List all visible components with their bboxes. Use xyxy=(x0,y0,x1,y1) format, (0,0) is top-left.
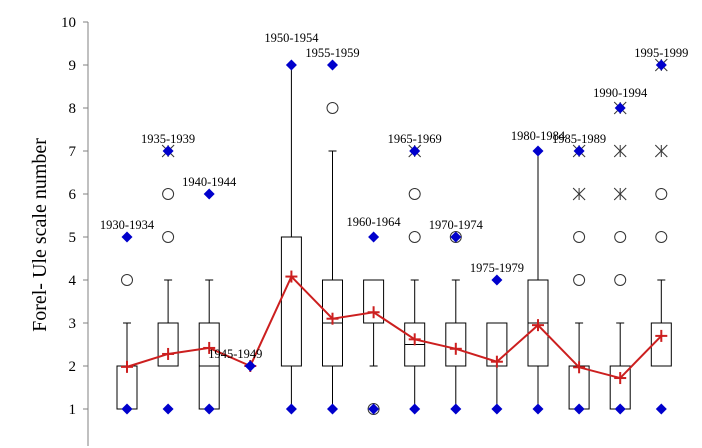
minimum-diamond xyxy=(409,403,421,415)
maximum-diamond xyxy=(121,231,133,243)
maximum-diamond xyxy=(244,360,256,372)
period-label: 1950-1954 xyxy=(264,31,319,45)
period-label: 1970-1974 xyxy=(429,218,484,232)
minimum-diamond xyxy=(121,403,133,415)
maximum-diamond xyxy=(203,188,215,200)
y-tick-label: 4 xyxy=(69,273,77,289)
maximum-diamond xyxy=(614,102,626,114)
y-axis: 1 2 3 4 5 6 7 8 9 10 xyxy=(61,15,89,446)
outlier-circle xyxy=(162,231,175,243)
y-tick-label: 5 xyxy=(69,230,77,246)
outlier-circle xyxy=(121,274,133,286)
outlier-circle xyxy=(614,231,627,243)
period-label-layer: 1930-1934 1935-1939 1940-1944 1945-1949 1950… xyxy=(100,31,688,361)
maximum-diamond xyxy=(532,145,544,157)
minimum-diamond xyxy=(614,403,626,415)
minimum-diamond xyxy=(203,403,215,415)
y-tick-label: 10 xyxy=(61,15,76,31)
period-label: 1955-1959 xyxy=(305,46,359,60)
minimum-diamond xyxy=(327,403,338,415)
mean-marker xyxy=(162,347,175,360)
y-tick-label: 6 xyxy=(69,187,77,203)
outlier-circle xyxy=(408,188,421,200)
outlier-circle xyxy=(573,274,586,286)
y-axis-label: Forel- Ule scale number xyxy=(29,138,51,332)
maximum-diamond xyxy=(450,231,462,243)
minimum-diamond xyxy=(450,403,462,415)
mean-marker xyxy=(408,333,421,346)
outlier-circle xyxy=(655,231,668,243)
period-label: 1975-1979 xyxy=(470,261,524,275)
box-layer xyxy=(116,64,672,410)
period-label: 1995-1999 xyxy=(634,46,688,60)
y-tick-label: 2 xyxy=(69,359,77,375)
period-label: 1965-1969 xyxy=(388,132,442,146)
maximum-diamond xyxy=(327,59,338,71)
mean-marker xyxy=(614,372,627,385)
outlier-circle xyxy=(408,231,421,243)
y-tick-label: 3 xyxy=(69,316,77,332)
mean-line xyxy=(126,274,663,380)
mean-marker xyxy=(532,319,544,332)
minimum-diamond xyxy=(285,403,297,415)
maximum-diamond xyxy=(368,231,380,243)
mean-marker xyxy=(326,312,339,325)
period-label: 1960-1964 xyxy=(347,215,402,229)
mean-marker xyxy=(449,342,462,355)
period-label: 1935-1939 xyxy=(141,132,195,146)
minimum-diamond xyxy=(368,403,380,415)
mean-line-layer xyxy=(121,270,668,385)
period-label: 1985-1989 xyxy=(552,132,606,146)
minimum-diamond xyxy=(573,403,585,415)
maximum-diamond xyxy=(285,59,297,71)
mean-marker xyxy=(655,329,668,342)
outlier-circle xyxy=(326,102,339,114)
outlier-circle xyxy=(573,231,586,243)
extreme-asterisk xyxy=(613,144,627,158)
mean-marker xyxy=(573,361,586,374)
maximum-diamond xyxy=(573,145,585,157)
mean-marker xyxy=(285,270,298,283)
maximum-diamond xyxy=(491,274,503,286)
extreme-asterisk xyxy=(572,187,586,201)
minimum-diamond xyxy=(491,403,503,415)
maximum-diamond xyxy=(655,59,667,71)
period-label: 1945-1949 xyxy=(208,347,262,361)
minimum-diamond xyxy=(655,403,667,415)
mean-marker xyxy=(203,341,216,354)
minimum-diamond xyxy=(162,403,174,415)
maximum-diamond xyxy=(162,145,174,157)
extreme-asterisk xyxy=(654,144,668,158)
outlier-circle xyxy=(162,188,175,200)
mean-marker xyxy=(367,306,380,319)
maximum-diamond xyxy=(409,145,421,157)
y-tick-label: 8 xyxy=(69,101,77,117)
minimum-diamond xyxy=(532,403,544,415)
outlier-circle xyxy=(614,274,627,286)
y-tick-label: 9 xyxy=(69,58,77,74)
extreme-asterisk xyxy=(613,187,627,201)
y-tick-label: 1 xyxy=(69,402,77,418)
mean-marker xyxy=(490,355,503,368)
y-tick-label: 7 xyxy=(69,144,77,160)
period-label: 1940-1944 xyxy=(182,175,237,189)
marker-layer xyxy=(121,58,668,415)
period-label: 1980-1984 xyxy=(511,129,566,143)
box xyxy=(280,236,302,367)
mean-marker xyxy=(121,360,133,373)
period-label: 1990-1994 xyxy=(593,86,648,100)
outlier-circle xyxy=(655,188,668,200)
period-label: 1930-1934 xyxy=(100,218,155,232)
